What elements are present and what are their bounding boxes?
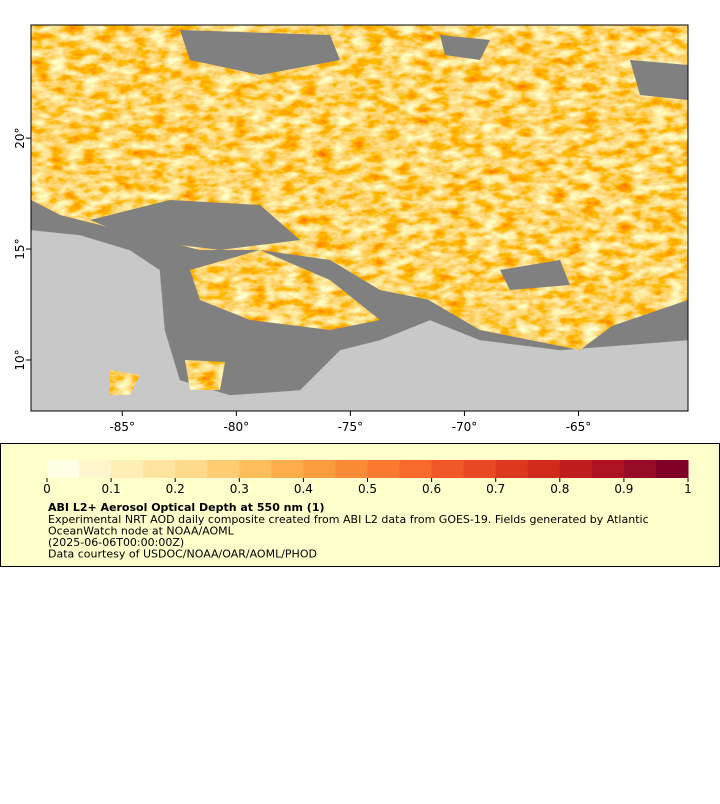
y-tick-label: 10° (13, 349, 27, 370)
x-tick-label: -85° (109, 420, 135, 434)
colorbar-tick-label: 0.1 (102, 482, 121, 496)
x-tick-label: -65° (566, 420, 592, 434)
colorbar-bin (367, 460, 401, 478)
colorbar-bin (495, 460, 529, 478)
colorbar-tick-label: 0.3 (230, 482, 249, 496)
legend-title: ABI L2+ Aerosol Optical Depth at 550 nm … (48, 501, 325, 514)
legend-line: (2025-06-06T00:00:00Z) (48, 536, 184, 549)
colorbar-bin (239, 460, 272, 478)
colorbar-tick-label: 0.2 (166, 482, 185, 496)
colorbar-bin (143, 460, 176, 478)
y-tick-label: 15° (13, 238, 27, 259)
legend-line: Data courtesy of USDOC/NOAA/OAR/AOML/PHO… (48, 548, 317, 561)
colorbar-tick-label: 0.7 (486, 482, 505, 496)
colorbar-bin (527, 460, 561, 478)
legend-line: Experimental NRT AOD daily composite cre… (48, 513, 649, 526)
colorbar-tick-label: 1 (684, 482, 692, 496)
colorbar-bin (591, 460, 625, 478)
colorbar-bin (623, 460, 657, 478)
colorbar-bin (175, 460, 208, 478)
aerosol-field (31, 25, 688, 395)
colorbar-bin (207, 460, 240, 478)
colorbar-bin (271, 460, 304, 478)
colorbar-tick-label: 0.6 (422, 482, 441, 496)
colorbar-bin (559, 460, 593, 478)
no-data-patches (90, 30, 688, 290)
colorbar-bin (399, 460, 433, 478)
colorbar-bin (335, 460, 368, 478)
colorbar-tick-label: 0.8 (550, 482, 569, 496)
colorbar-bin (47, 460, 80, 478)
colorbar-bin (79, 460, 112, 478)
map-frame (30, 24, 689, 412)
colorbar-bin (111, 460, 144, 478)
x-tick-label: -80° (224, 420, 250, 434)
colorbar-tick-label: 0.9 (614, 482, 633, 496)
map-image (31, 25, 688, 411)
colorbar-bin (431, 460, 465, 478)
colorbar-tick-label: 0.4 (294, 482, 313, 496)
colorbar-bin (655, 460, 689, 478)
colorbar-bin (463, 460, 497, 478)
y-tick-label: 20° (13, 127, 27, 148)
colorbar-bin (303, 460, 336, 478)
colorbar-tick-label: 0.5 (358, 482, 377, 496)
colorbar-tick-label: 0 (43, 482, 51, 496)
legend-line: OceanWatch node at NOAA/AOML (48, 525, 235, 538)
x-tick-label: -75° (338, 420, 364, 434)
x-tick-label: -70° (452, 420, 478, 434)
